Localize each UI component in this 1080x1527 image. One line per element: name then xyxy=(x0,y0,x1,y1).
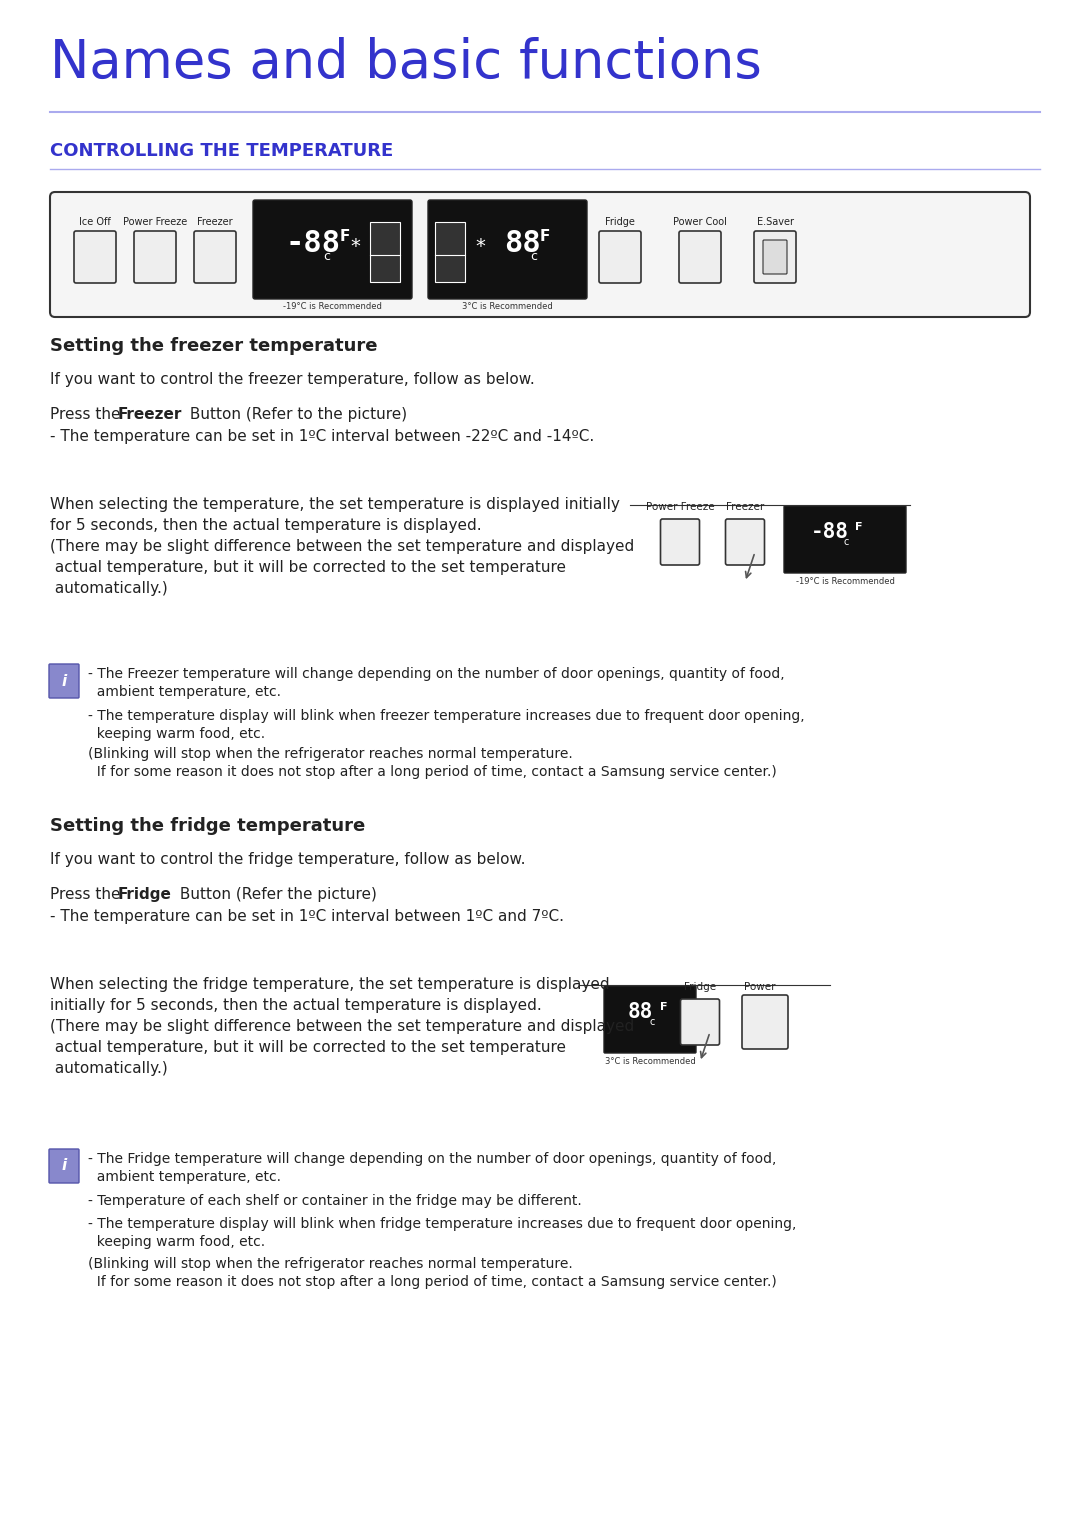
Text: Press the: Press the xyxy=(50,408,125,421)
FancyBboxPatch shape xyxy=(762,240,787,273)
FancyBboxPatch shape xyxy=(680,999,719,1044)
FancyBboxPatch shape xyxy=(49,664,79,698)
FancyBboxPatch shape xyxy=(134,231,176,282)
Text: Freezer: Freezer xyxy=(726,502,765,512)
Text: -88: -88 xyxy=(285,229,340,258)
Text: *: * xyxy=(475,237,485,257)
Text: Fridge: Fridge xyxy=(684,982,716,993)
Text: Power Freeze: Power Freeze xyxy=(123,217,187,228)
Text: Fridge: Fridge xyxy=(118,887,172,902)
Text: Button (Refer the picture): Button (Refer the picture) xyxy=(175,887,377,902)
Text: F: F xyxy=(540,229,551,244)
Text: - The Fridge temperature will change depending on the number of door openings, q: - The Fridge temperature will change dep… xyxy=(87,1151,777,1185)
Text: - The temperature can be set in 1ºC interval between 1ºC and 7ºC.: - The temperature can be set in 1ºC inte… xyxy=(50,909,564,924)
Text: (Blinking will stop when the refrigerator reaches normal temperature.
  If for s: (Blinking will stop when the refrigerato… xyxy=(87,747,777,779)
FancyBboxPatch shape xyxy=(49,1148,79,1183)
Text: If you want to control the fridge temperature, follow as below.: If you want to control the fridge temper… xyxy=(50,852,526,867)
FancyBboxPatch shape xyxy=(253,200,411,299)
Bar xyxy=(435,221,465,282)
FancyBboxPatch shape xyxy=(784,505,906,573)
FancyBboxPatch shape xyxy=(754,231,796,282)
FancyBboxPatch shape xyxy=(428,200,588,299)
Text: If you want to control the freezer temperature, follow as below.: If you want to control the freezer tempe… xyxy=(50,373,535,386)
Text: (Blinking will stop when the refrigerator reaches normal temperature.
  If for s: (Blinking will stop when the refrigerato… xyxy=(87,1257,777,1289)
Text: Press the: Press the xyxy=(50,887,125,902)
Text: Setting the fridge temperature: Setting the fridge temperature xyxy=(50,817,365,835)
FancyBboxPatch shape xyxy=(742,996,788,1049)
Text: Ice Off: Ice Off xyxy=(79,217,111,228)
Text: 88: 88 xyxy=(627,1002,652,1022)
FancyBboxPatch shape xyxy=(194,231,237,282)
Text: c: c xyxy=(530,250,537,263)
Text: F: F xyxy=(660,1002,667,1012)
Text: CONTROLLING THE TEMPERATURE: CONTROLLING THE TEMPERATURE xyxy=(50,142,393,160)
Text: - Temperature of each shelf or container in the fridge may be different.: - Temperature of each shelf or container… xyxy=(87,1194,582,1208)
Text: Freezer: Freezer xyxy=(118,408,183,421)
Text: 3°C is Recommended: 3°C is Recommended xyxy=(605,1057,696,1066)
Text: c: c xyxy=(649,1017,654,1028)
Text: 3°C is Recommended: 3°C is Recommended xyxy=(462,302,553,312)
FancyBboxPatch shape xyxy=(599,231,642,282)
FancyBboxPatch shape xyxy=(726,519,765,565)
FancyBboxPatch shape xyxy=(679,231,721,282)
Text: Setting the freezer temperature: Setting the freezer temperature xyxy=(50,337,378,354)
Text: Fridge: Fridge xyxy=(605,217,635,228)
Text: Names and basic functions: Names and basic functions xyxy=(50,37,761,89)
FancyBboxPatch shape xyxy=(75,231,116,282)
Text: - The temperature can be set in 1ºC interval between -22ºC and -14ºC.: - The temperature can be set in 1ºC inte… xyxy=(50,429,594,444)
Text: -19°C is Recommended: -19°C is Recommended xyxy=(796,577,894,586)
Text: i: i xyxy=(62,673,67,689)
Text: Power: Power xyxy=(744,982,775,993)
Text: Freezer: Freezer xyxy=(198,217,233,228)
FancyBboxPatch shape xyxy=(50,192,1030,318)
FancyBboxPatch shape xyxy=(604,986,696,1054)
Text: When selecting the temperature, the set temperature is displayed initially
for 5: When selecting the temperature, the set … xyxy=(50,496,634,596)
Text: E.Saver: E.Saver xyxy=(756,217,794,228)
FancyBboxPatch shape xyxy=(661,519,700,565)
Text: i: i xyxy=(62,1159,67,1174)
Text: Power Freeze: Power Freeze xyxy=(646,502,714,512)
Text: F: F xyxy=(855,522,863,531)
Text: c: c xyxy=(843,538,849,547)
Text: Button (Refer to the picture): Button (Refer to the picture) xyxy=(185,408,407,421)
Bar xyxy=(370,221,400,282)
Text: -19°C is Recommended: -19°C is Recommended xyxy=(283,302,382,312)
Text: 88: 88 xyxy=(504,229,541,258)
Text: c: c xyxy=(323,250,330,263)
Text: F: F xyxy=(340,229,350,244)
Text: When selecting the fridge temperature, the set temperature is displayed
initiall: When selecting the fridge temperature, t… xyxy=(50,977,634,1077)
Text: -88: -88 xyxy=(811,522,849,542)
Text: Power Cool: Power Cool xyxy=(673,217,727,228)
Text: - The Freezer temperature will change depending on the number of door openings, : - The Freezer temperature will change de… xyxy=(87,667,785,699)
Text: - The temperature display will blink when fridge temperature increases due to fr: - The temperature display will blink whe… xyxy=(87,1217,796,1249)
Text: - The temperature display will blink when freezer temperature increases due to f: - The temperature display will blink whe… xyxy=(87,709,805,742)
Text: *: * xyxy=(350,237,360,257)
